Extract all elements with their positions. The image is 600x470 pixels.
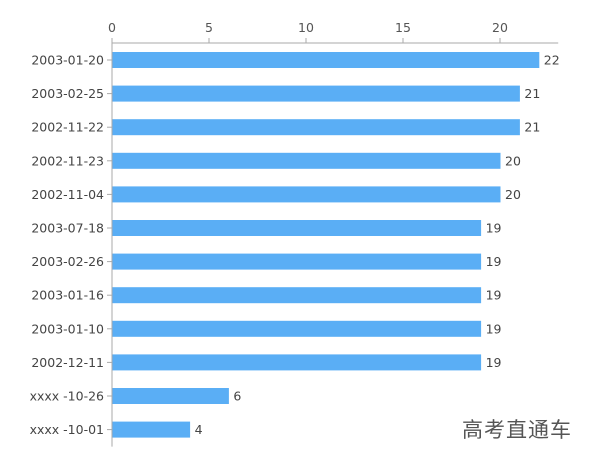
x-tick-label: 20: [492, 20, 508, 35]
x-tick-label: 15: [395, 20, 411, 35]
category-label: 2003-01-16: [31, 288, 104, 303]
category-label: 2003-01-20: [31, 53, 104, 68]
category-label: 2003-02-26: [31, 254, 104, 269]
chart-bars: [112, 52, 540, 438]
x-tick-label: 0: [108, 20, 116, 35]
category-label: xxxx -10-01: [30, 422, 104, 437]
category-label: 2003-01-10: [31, 321, 104, 336]
bar: [112, 421, 191, 438]
data-label: 19: [486, 321, 502, 336]
bar: [112, 186, 501, 203]
data-label: 19: [486, 288, 502, 303]
bar: [112, 388, 229, 404]
watermark-text: 高考直通车: [462, 418, 572, 442]
data-label: 22: [544, 53, 560, 68]
data-label: 4: [195, 422, 203, 437]
bar: [112, 253, 482, 270]
bar: [112, 220, 482, 236]
data-label: 19: [486, 355, 502, 370]
bar: [112, 52, 540, 68]
bar: [112, 152, 501, 169]
data-label: 19: [486, 254, 502, 269]
category-label: 2002-11-22: [31, 120, 104, 135]
category-label: 2002-11-23: [31, 153, 104, 168]
x-tick-label: 10: [298, 20, 314, 35]
category-label: 2002-12-11: [31, 355, 104, 370]
chart-labels: 2003-01-20 22 2003-02-25 21 2002-11-22 21 2002…: [30, 53, 560, 438]
category-label: 2003-07-18: [31, 221, 104, 236]
bar: [112, 287, 482, 304]
category-label: 2002-11-04: [31, 187, 104, 202]
bar: [112, 119, 520, 136]
bar: [112, 354, 482, 371]
x-tick-label: 5: [205, 20, 213, 35]
chart-axes: 0 5 10 15 20: [107, 20, 559, 447]
category-label: 2003-02-25: [31, 86, 104, 101]
bar: [112, 320, 482, 337]
data-label: 20: [505, 187, 521, 202]
data-label: 19: [486, 221, 502, 236]
data-label: 21: [524, 86, 540, 101]
data-label: 6: [233, 389, 241, 404]
data-label: 21: [524, 120, 540, 135]
bar: [112, 85, 520, 102]
data-label: 20: [505, 153, 521, 168]
category-label: xxxx -10-26: [30, 389, 104, 404]
